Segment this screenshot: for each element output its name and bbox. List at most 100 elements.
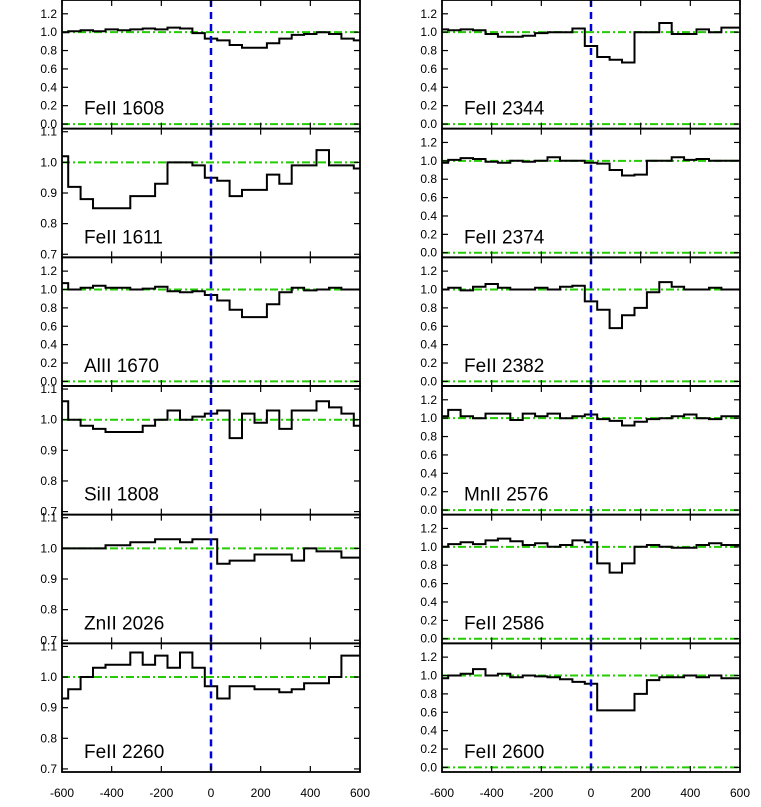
x-tick-label: 600: [730, 786, 750, 800]
y-tick-label: 1.0: [40, 283, 57, 297]
x-tick-label: -600: [430, 786, 454, 800]
y-tick-label: 1.2: [40, 264, 57, 278]
y-tick-label: 0.6: [420, 577, 437, 591]
panel-feii-1611: 0.7 0.8 0.9 1.0 1.1 FeII 1611: [40, 125, 361, 261]
y-tick-label: 0.8: [40, 603, 57, 617]
y-tick-label: 0.2: [420, 613, 437, 627]
y-tick-label: 0.7: [40, 505, 57, 519]
flux-step-line: [62, 400, 360, 440]
y-tick-label: 1.0: [40, 155, 57, 169]
panel-label: FeII 1611: [84, 227, 163, 248]
panel-znii-2026: 0.7 0.8 0.9 1.0 1.1 ZnII 2026: [40, 511, 361, 647]
y-tick-label: 0.4: [40, 338, 57, 352]
y-tick-label: 1.1: [40, 125, 57, 139]
y-tick-label: 0.2: [40, 99, 57, 113]
y-tick-label: 1.2: [40, 7, 57, 21]
y-tick-label: 0.8: [420, 172, 437, 186]
y-tick-label: 0.8: [40, 217, 57, 231]
x-tick-label: -400: [100, 786, 124, 800]
flux-step-line: [62, 651, 360, 700]
y-tick-label: 1.0: [40, 541, 57, 555]
panel-label: FeII 2600: [464, 742, 544, 763]
flux-step-line: [62, 26, 360, 49]
y-tick-label: 0.0: [420, 760, 437, 774]
flux-step-line: [442, 22, 740, 64]
panel-feii-1608: 0.0 0.2 0.4 0.6 0.8 1.0 1.2 FeII 1608: [40, 0, 361, 131]
x-tick-label: -600: [50, 786, 74, 800]
y-tick-label: 0.9: [40, 572, 57, 586]
y-tick-label: 1.0: [420, 154, 437, 168]
y-tick-label: 0.4: [420, 466, 437, 480]
y-tick-label: 0.2: [40, 356, 57, 370]
y-tick-label: 0.0: [40, 374, 57, 388]
y-tick-label: 0.2: [420, 356, 437, 370]
y-tick-label: 1.0: [40, 25, 57, 39]
y-tick-label: 0.0: [420, 632, 437, 646]
panel-label: AlII 1670: [84, 356, 159, 377]
y-tick-label: 0.4: [420, 209, 437, 223]
y-tick-label: 0.4: [420, 595, 437, 609]
y-tick-label: 0.6: [40, 319, 57, 333]
panel-label: FeII 1608: [84, 99, 164, 120]
y-tick-label: 1.2: [420, 264, 437, 278]
y-tick-label: 0.4: [420, 724, 437, 738]
y-tick-label: 0.2: [420, 485, 437, 499]
y-tick-label: 0.8: [420, 558, 437, 572]
y-tick-label: 1.0: [40, 670, 57, 684]
panel-label: FeII 2382: [464, 356, 544, 377]
y-tick-label: 1.2: [420, 135, 437, 149]
panel-feii-2586: 0.0 0.2 0.4 0.6 0.8 1.0 1.2 FeII 2586: [420, 513, 741, 646]
y-tick-label: 1.1: [40, 511, 57, 525]
y-tick-label: 1.0: [420, 669, 437, 683]
y-tick-label: 0.0: [420, 374, 437, 388]
y-tick-label: 0.7: [40, 762, 57, 776]
panel-label: FeII 2260: [84, 742, 164, 763]
y-tick-label: 0.8: [420, 44, 437, 58]
y-tick-label: 0.9: [40, 186, 57, 200]
y-tick-label: 0.9: [40, 443, 57, 457]
panel-siii-1808: 0.7 0.8 0.9 1.0 1.1 SiII 1808: [40, 382, 361, 519]
y-tick-label: 1.0: [420, 25, 437, 39]
y-tick-label: 1.2: [420, 521, 437, 535]
y-tick-label: 0.6: [420, 448, 437, 462]
x-tick-label: 0: [208, 786, 215, 800]
y-tick-label: 0.7: [40, 633, 57, 647]
x-tick-label: 0: [588, 786, 595, 800]
y-tick-label: 0.0: [420, 117, 437, 131]
x-tick-label: 400: [680, 786, 700, 800]
y-tick-label: 0.8: [420, 687, 437, 701]
y-tick-label: 0.6: [420, 191, 437, 205]
flux-step-line: [442, 537, 740, 574]
x-tick-label: 200: [631, 786, 651, 800]
y-tick-label: 0.0: [420, 503, 437, 517]
y-tick-label: 1.2: [420, 650, 437, 664]
y-tick-label: 0.8: [40, 44, 57, 58]
y-tick-label: 0.4: [40, 80, 57, 94]
x-tick-label: 600: [350, 786, 370, 800]
y-tick-label: 0.8: [420, 430, 437, 444]
panel-mnii-2576: 0.0 0.2 0.4 0.6 0.8 1.0 1.2 MnII 2576: [420, 385, 741, 517]
y-tick-label: 0.6: [40, 62, 57, 76]
panel-feii-2382: 0.0 0.2 0.4 0.6 0.8 1.0 1.2 FeII 2382: [420, 256, 741, 388]
y-tick-label: 0.4: [420, 338, 437, 352]
y-tick-label: 1.0: [420, 411, 437, 425]
panel-feii-2344: 0.0 0.2 0.4 0.6 0.8 1.0 1.2 FeII 2344: [420, 0, 741, 131]
panel-feii-2374: 0.0 0.2 0.4 0.6 0.8 1.0 1.2 FeII 2374: [420, 127, 741, 260]
y-tick-label: 1.2: [420, 393, 437, 407]
y-tick-label: 1.1: [40, 382, 57, 396]
x-tick-label: -400: [480, 786, 504, 800]
flux-step-line: [62, 282, 360, 319]
y-tick-label: 1.2: [420, 7, 437, 21]
y-tick-label: 0.8: [420, 301, 437, 315]
panel-alii-1670: 0.0 0.2 0.4 0.6 0.8 1.0 1.2 AlII 1670: [40, 256, 361, 388]
flux-step-line: [442, 156, 740, 177]
panel-label: SiII 1808: [84, 485, 159, 506]
y-tick-label: 0.6: [420, 705, 437, 719]
y-tick-label: 0.2: [420, 99, 437, 113]
y-tick-label: 1.0: [40, 413, 57, 427]
y-tick-label: 0.0: [420, 246, 437, 260]
flux-step-line: [62, 538, 360, 565]
panel-label: FeII 2586: [464, 613, 544, 634]
y-tick-label: 0.8: [40, 731, 57, 745]
